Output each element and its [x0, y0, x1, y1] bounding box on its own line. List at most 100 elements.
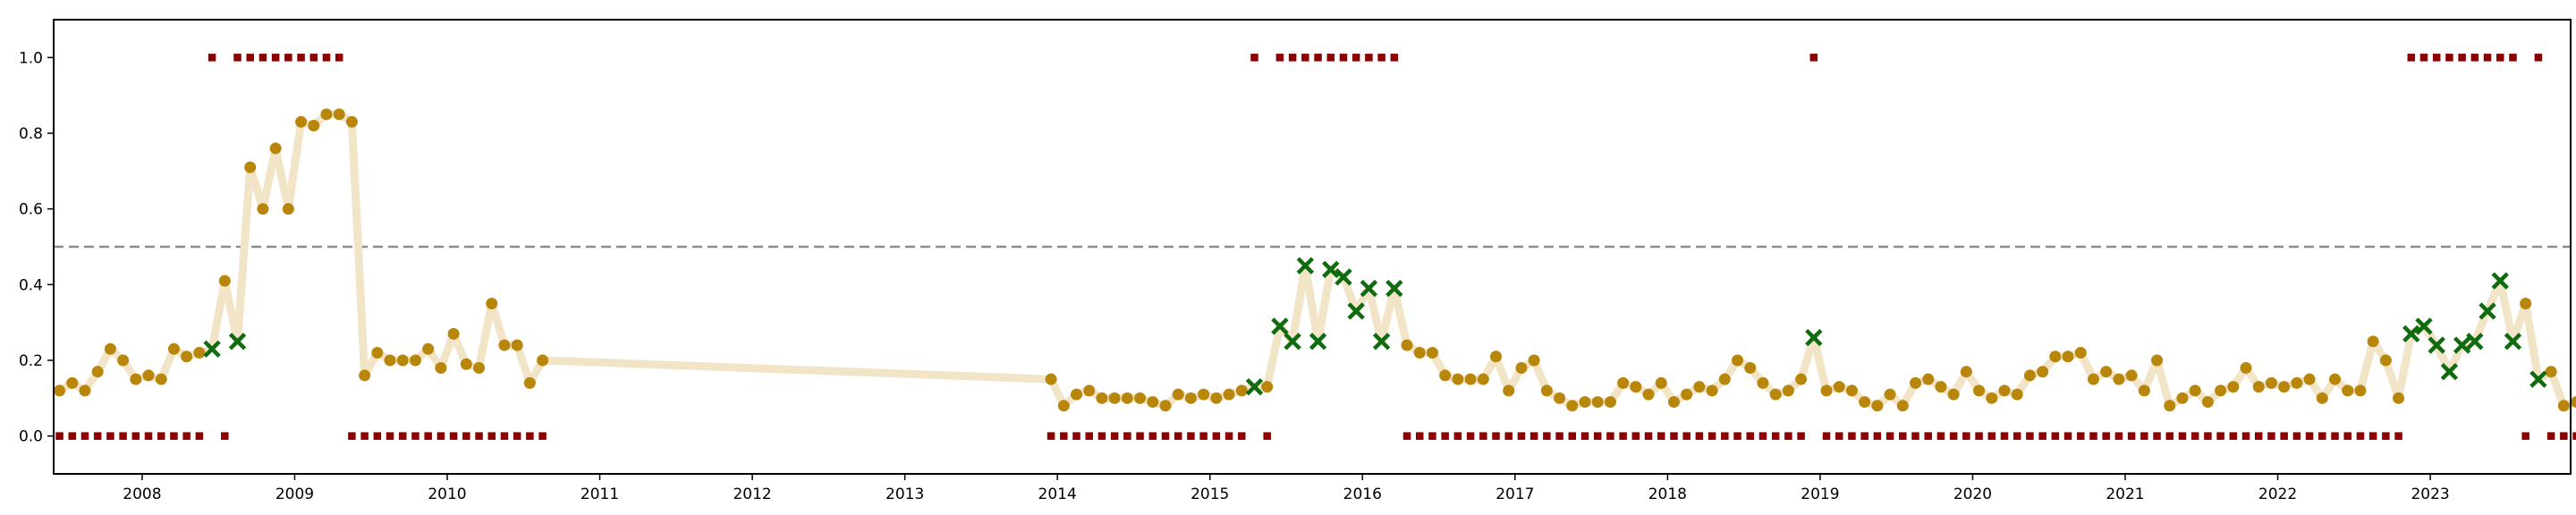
- point-marker: [1083, 384, 1096, 397]
- point-marker: [1757, 376, 1769, 389]
- label-marker: [1885, 432, 1894, 440]
- label-marker: [2178, 432, 2187, 440]
- point-marker: [1108, 392, 1121, 404]
- point-marker: [1503, 384, 1515, 397]
- point-marker: [523, 376, 536, 389]
- label-marker: [2496, 54, 2504, 62]
- label-marker: [1530, 432, 1538, 440]
- label-marker: [284, 54, 292, 62]
- point-marker: [142, 369, 155, 382]
- point-marker: [2571, 396, 2576, 409]
- label-marker: [1543, 432, 1551, 440]
- label-marker: [1187, 432, 1195, 440]
- label-marker: [297, 54, 305, 62]
- point-marker: [1604, 396, 1616, 409]
- label-marker: [1466, 432, 1475, 440]
- label-marker: [2038, 432, 2046, 440]
- point-marker: [2316, 392, 2328, 404]
- label-marker: [1250, 54, 1258, 62]
- plot-frame: [53, 19, 2572, 475]
- point-marker: [1845, 384, 1858, 397]
- point-marker: [1452, 373, 1464, 385]
- label-marker: [2153, 432, 2161, 440]
- label-marker: [2077, 432, 2085, 440]
- point-marker: [257, 203, 269, 215]
- point-marker: [155, 373, 167, 385]
- label-marker: [1046, 432, 1055, 440]
- point-marker: [1922, 373, 1935, 385]
- point-marker: [460, 358, 472, 370]
- label-marker: [1771, 432, 1780, 440]
- label-marker: [233, 54, 242, 62]
- label-marker: [2356, 432, 2365, 440]
- point-marker: [66, 376, 79, 389]
- x-tick-label: 2023: [2411, 485, 2449, 503]
- point-marker: [1413, 347, 1426, 359]
- label-marker: [182, 432, 191, 440]
- point-marker: [2545, 366, 2557, 378]
- point-marker: [1732, 354, 1744, 367]
- point-marker: [1261, 381, 1274, 393]
- label-marker: [2241, 432, 2250, 440]
- cross-marker: [1245, 377, 1264, 396]
- label-marker: [1695, 432, 1704, 440]
- point-marker: [2227, 381, 2240, 393]
- point-marker: [2100, 366, 2113, 378]
- label-marker: [1721, 432, 1729, 440]
- label-marker: [2254, 432, 2263, 440]
- point-marker: [345, 115, 358, 128]
- point-marker: [2342, 384, 2354, 397]
- point-marker: [2011, 388, 2023, 401]
- point-marker: [1210, 392, 1223, 404]
- label-marker: [1123, 432, 1131, 440]
- point-marker: [1630, 381, 1642, 393]
- label-marker: [1949, 432, 1958, 440]
- point-marker: [1859, 396, 1871, 409]
- x-tick-label: 2008: [123, 485, 161, 503]
- label-marker: [1975, 432, 1983, 440]
- point-marker: [2062, 350, 2074, 363]
- label-marker: [1568, 432, 1577, 440]
- point-marker: [1426, 347, 1438, 359]
- label-marker: [1339, 54, 1348, 62]
- point-marker: [396, 354, 409, 367]
- label-marker: [1174, 432, 1182, 440]
- label-marker: [1224, 432, 1233, 440]
- label-marker: [1110, 432, 1119, 440]
- cross-marker: [2415, 317, 2433, 335]
- label-marker: [322, 54, 331, 62]
- x-tick-label: 2010: [428, 485, 466, 503]
- point-marker: [1706, 384, 1718, 397]
- point-marker: [91, 366, 104, 378]
- label-marker: [2165, 432, 2174, 440]
- label-marker: [1492, 432, 1500, 440]
- cross-marker: [1335, 268, 1352, 286]
- label-marker: [411, 432, 419, 440]
- cross-marker: [1296, 257, 1315, 274]
- label-marker: [93, 432, 102, 440]
- label-marker: [1136, 432, 1144, 440]
- label-marker: [2026, 432, 2034, 440]
- label-marker: [1682, 432, 1690, 440]
- label-marker: [1288, 54, 1297, 62]
- label-marker: [1479, 432, 1487, 440]
- point-marker: [2151, 354, 2164, 367]
- point-marker: [1986, 392, 1998, 404]
- label-marker: [1924, 432, 1932, 440]
- label-marker: [1199, 432, 1208, 440]
- point-marker: [1464, 373, 1477, 385]
- label-marker: [2267, 432, 2275, 440]
- point-marker: [2393, 392, 2405, 404]
- label-marker: [2521, 432, 2529, 440]
- point-marker: [1235, 384, 1248, 397]
- plot-background: [54, 20, 2571, 474]
- label-marker: [1441, 432, 1449, 440]
- point-marker: [218, 274, 231, 287]
- label-marker: [513, 432, 521, 440]
- point-marker: [1439, 369, 1452, 382]
- point-marker: [1477, 373, 1489, 385]
- point-marker: [2189, 384, 2201, 397]
- label-marker: [386, 432, 394, 440]
- label-marker: [1631, 432, 1640, 440]
- label-marker: [1670, 432, 1678, 440]
